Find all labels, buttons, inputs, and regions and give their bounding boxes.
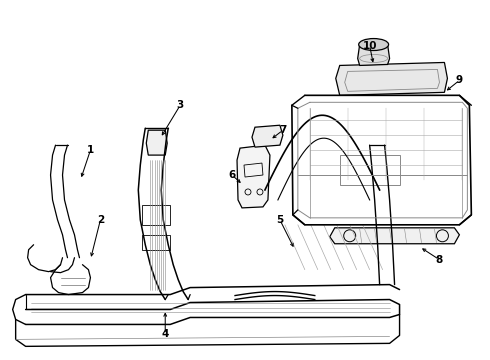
Polygon shape bbox=[252, 125, 283, 147]
Text: 4: 4 bbox=[162, 329, 169, 339]
Text: 6: 6 bbox=[228, 170, 236, 180]
Polygon shape bbox=[336, 62, 447, 95]
Ellipse shape bbox=[359, 39, 389, 50]
Text: 7: 7 bbox=[279, 125, 287, 135]
Polygon shape bbox=[237, 145, 270, 208]
Text: 8: 8 bbox=[436, 255, 443, 265]
Text: 3: 3 bbox=[176, 100, 184, 110]
Text: 10: 10 bbox=[363, 41, 377, 50]
Text: 5: 5 bbox=[276, 215, 284, 225]
Text: 9: 9 bbox=[456, 75, 463, 85]
Polygon shape bbox=[330, 228, 460, 244]
Text: 2: 2 bbox=[97, 215, 104, 225]
Text: 1: 1 bbox=[87, 145, 94, 155]
Polygon shape bbox=[358, 45, 390, 66]
Polygon shape bbox=[147, 130, 167, 155]
